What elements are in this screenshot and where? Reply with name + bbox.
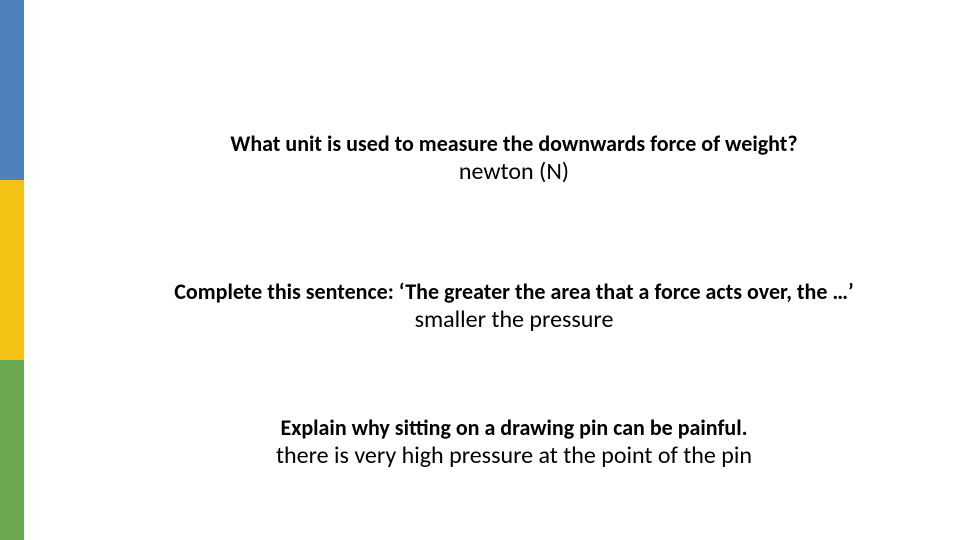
qa-block-2: Complete this sentence: ‘The greater the…: [64, 278, 960, 334]
sidebar-stripes: [0, 0, 24, 540]
stripe-1: [0, 0, 24, 180]
stripe-3: [0, 360, 24, 540]
question-3: Explain why sitting on a drawing pin can…: [64, 414, 960, 441]
answer-2: smaller the pressure: [64, 305, 960, 334]
answer-3: there is very high pressure at the point…: [64, 441, 960, 470]
stripe-2: [0, 180, 24, 360]
question-1: What unit is used to measure the downwar…: [64, 130, 960, 157]
qa-block-1: What unit is used to measure the downwar…: [64, 130, 960, 186]
slide-content: What unit is used to measure the downwar…: [24, 0, 960, 540]
qa-block-3: Explain why sitting on a drawing pin can…: [64, 414, 960, 470]
answer-1: newton (N): [64, 157, 960, 186]
question-2: Complete this sentence: ‘The greater the…: [64, 278, 960, 305]
